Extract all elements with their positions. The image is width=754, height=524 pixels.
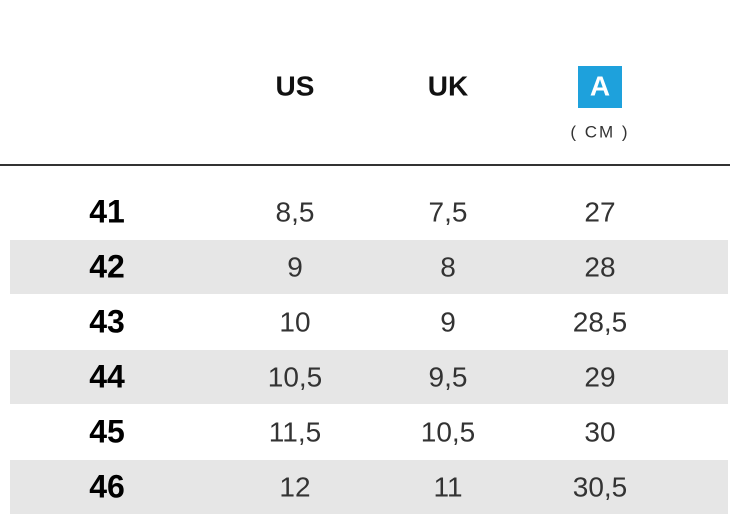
table-cell: 9 (440, 306, 456, 337)
row-band (10, 460, 728, 514)
table-cell: 8 (440, 251, 456, 282)
table-cell: 11,5 (269, 416, 321, 447)
unit-label: ( CM ) (570, 122, 629, 141)
table-cell: 30,5 (573, 471, 628, 502)
size-label: 41 (89, 193, 125, 229)
table-cell: 9 (287, 251, 303, 282)
table-cell: 12 (279, 471, 310, 502)
size-label: 44 (89, 358, 125, 394)
badge-box (578, 66, 622, 108)
table-cell: 11 (433, 471, 462, 502)
table-cell: 28,5 (573, 306, 628, 337)
table-cell: 10 (279, 306, 310, 337)
size-label: 42 (89, 248, 125, 284)
table-cell: 10,5 (421, 416, 476, 447)
size-label: 46 (89, 468, 125, 504)
table-cell: 27 (584, 196, 615, 227)
table-cell: 28 (584, 251, 615, 282)
column-header: UK (428, 70, 468, 101)
table-cell: 29 (584, 361, 615, 392)
row-band (10, 240, 728, 294)
table-cell: 10,5 (268, 361, 323, 392)
table-cell: 7,5 (429, 196, 468, 227)
table-cell: 8,5 (276, 196, 315, 227)
column-badge: A (590, 70, 610, 101)
table-cell: 9,5 (429, 361, 468, 392)
size-label: 45 (89, 413, 125, 449)
row-band (10, 350, 728, 404)
column-header: US (276, 70, 315, 101)
table-cell: 30 (584, 416, 615, 447)
size-label: 43 (89, 303, 125, 339)
